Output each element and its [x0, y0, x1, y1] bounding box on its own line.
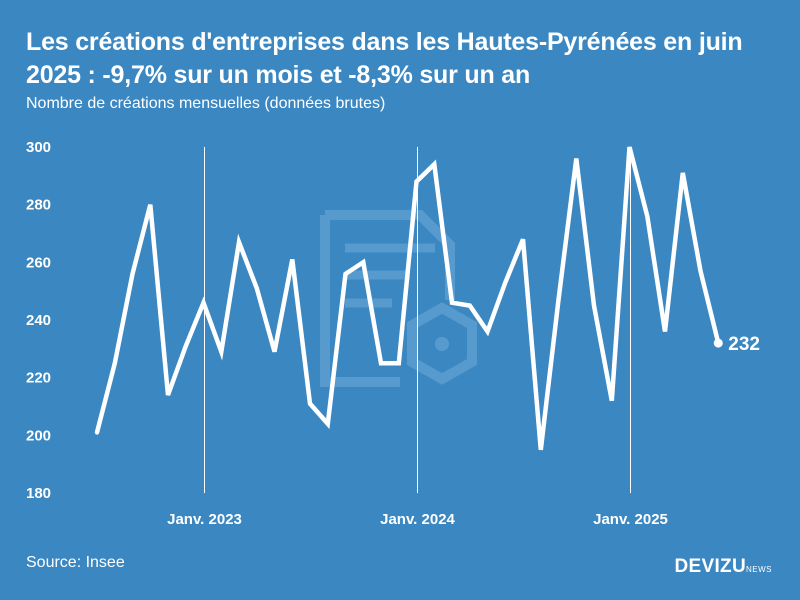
source-note: Source: Insee [26, 554, 125, 571]
brand-name: DEVIZU [674, 556, 746, 577]
end-point-marker [713, 338, 723, 348]
brand-logo: DEVIZUNEWS [675, 556, 772, 578]
chart-title: Les créations d'entreprises dans les Hau… [26, 28, 743, 89]
y-tick-label: 300 [26, 139, 51, 156]
y-tick-label: 200 [26, 427, 51, 444]
y-tick-label: 180 [26, 485, 51, 502]
chart-subtitle: Nombre de créations mensuelles (données … [26, 95, 386, 112]
y-tick-label: 240 [26, 312, 51, 329]
brand-suffix: NEWS [746, 565, 772, 574]
y-tick-label: 260 [26, 254, 51, 271]
x-axis-ticks: Janv. 2023 Janv. 2024 Janv. 2025 [167, 511, 668, 528]
x-tick-label: Janv. 2024 [380, 511, 455, 528]
vertical-gridlines [204, 147, 631, 493]
series-line [94, 146, 721, 451]
end-point-label: 232 [728, 334, 760, 355]
y-axis-ticks: 180 200 220 240 260 280 300 [26, 139, 51, 502]
y-tick-label: 220 [26, 370, 51, 387]
y-tick-label: 280 [26, 197, 51, 214]
x-tick-label: Janv. 2025 [593, 511, 668, 528]
x-tick-label: Janv. 2023 [167, 511, 242, 528]
